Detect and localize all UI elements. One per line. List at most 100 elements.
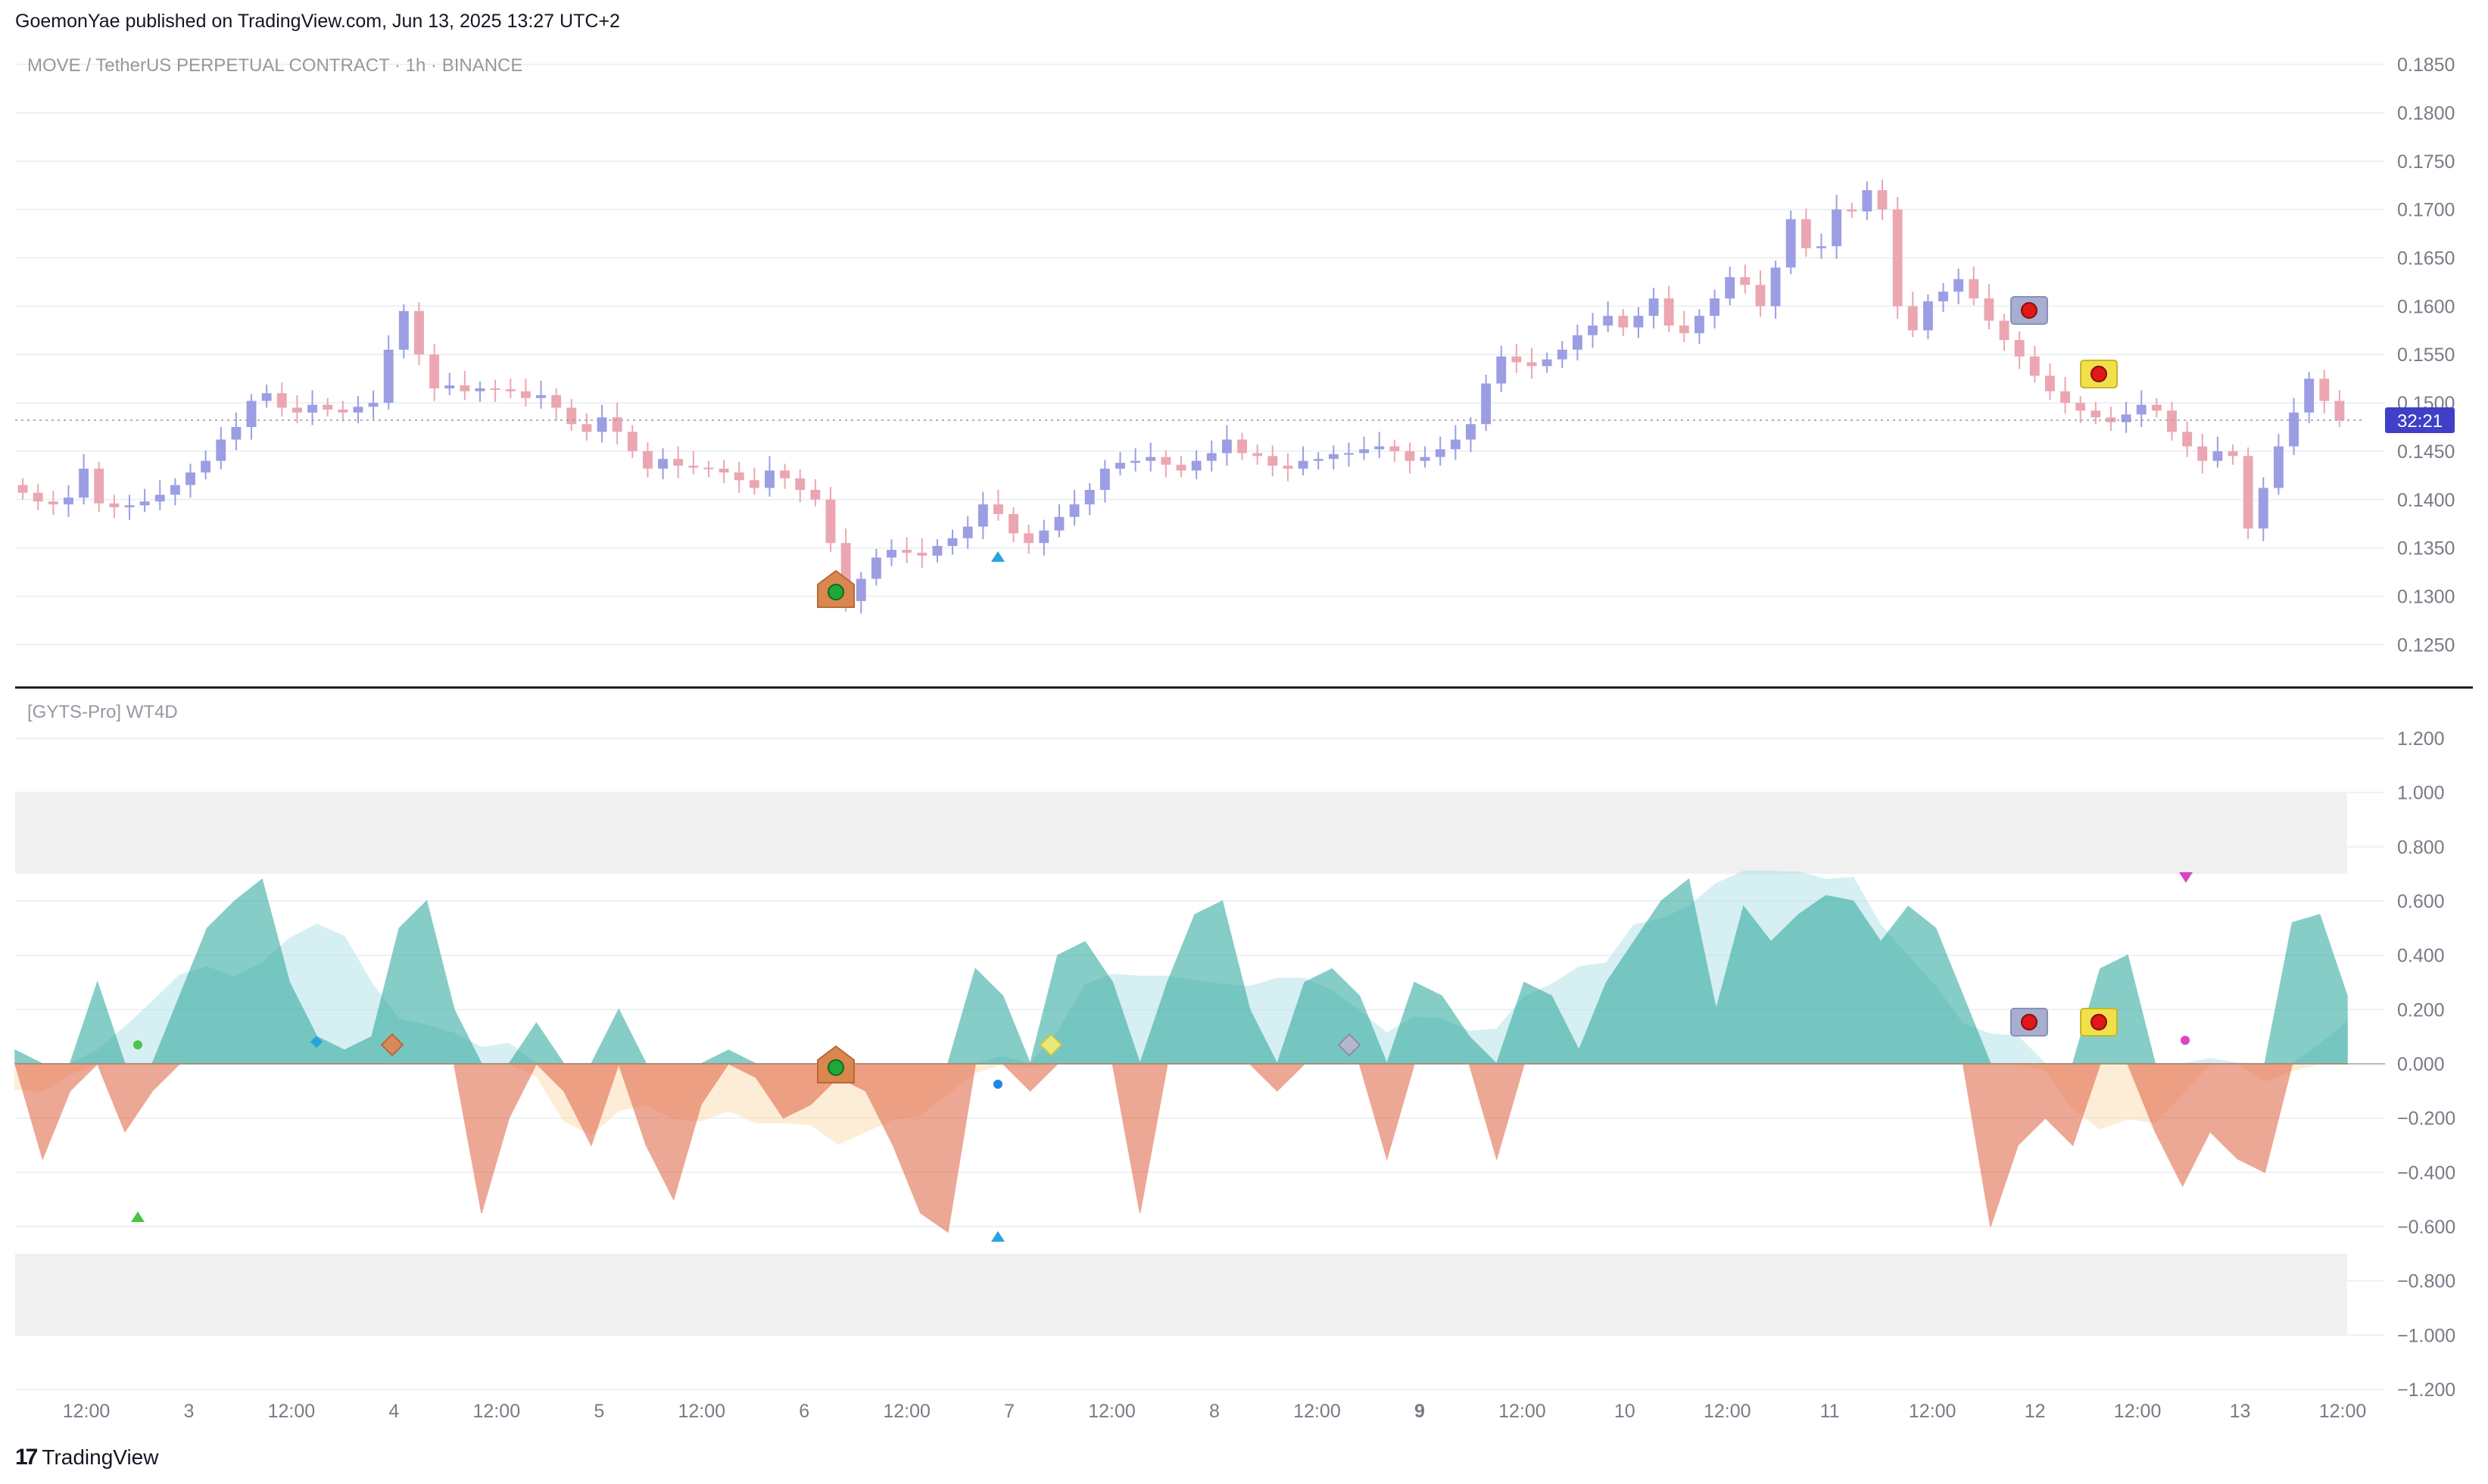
osc-tick-label: −0.200 xyxy=(2397,1108,2455,1130)
candle-body xyxy=(1435,449,1445,457)
candle-body xyxy=(2182,432,2193,447)
candle-body xyxy=(1099,468,1110,490)
candle-body xyxy=(2212,450,2223,461)
candle-body xyxy=(490,388,500,390)
time-tick-label: 12:00 xyxy=(63,1401,111,1422)
candle-body xyxy=(17,485,28,493)
candle-body xyxy=(1252,453,1263,457)
osc-buy-marker-icon[interactable] xyxy=(817,1045,855,1083)
candle-body xyxy=(94,468,104,504)
candle-body xyxy=(977,504,988,527)
candle-body xyxy=(1024,533,1034,544)
candle-body xyxy=(1389,446,1400,451)
osc-green-triangle-icon xyxy=(131,1211,145,1222)
candle-body xyxy=(1755,285,1766,307)
time-tick-label: 12:00 xyxy=(268,1401,316,1422)
candle-body xyxy=(1999,320,2009,341)
candle-body xyxy=(246,401,257,427)
candle-body xyxy=(1054,516,1065,531)
osc-sell-marker-icon[interactable] xyxy=(2010,1008,2048,1037)
candle-body xyxy=(2289,412,2299,447)
candle-body xyxy=(810,490,821,500)
candle-body xyxy=(1588,325,1598,335)
candle-body xyxy=(1405,450,1415,461)
candle-body xyxy=(231,427,242,440)
price-tick-label: 0.1550 xyxy=(2397,344,2455,366)
osc-sell-marker-2-icon[interactable] xyxy=(2080,1008,2118,1037)
candle-body xyxy=(551,394,562,408)
candle-body xyxy=(627,432,638,451)
candle-body xyxy=(1648,298,1659,316)
oversold-zone xyxy=(15,1253,2347,1336)
candle-body xyxy=(780,470,790,479)
candle-body xyxy=(1663,298,1674,326)
candle-body xyxy=(1450,439,1461,450)
tradingview-logo-text: TradingView xyxy=(42,1445,159,1469)
price-tick-label: 0.1850 xyxy=(2397,55,2455,76)
candle-body xyxy=(1984,298,1994,321)
price-pane-title: MOVE / TetherUS PERPETUAL CONTRACT · 1h … xyxy=(27,55,522,76)
price-tick-label: 0.1750 xyxy=(2397,151,2455,173)
buy-marker-icon[interactable] xyxy=(817,569,855,608)
candle-body xyxy=(1603,316,1613,326)
tradingview-footer[interactable]: 17 TradingView xyxy=(15,1445,158,1470)
candle-body xyxy=(1298,460,1308,469)
candle-body xyxy=(475,388,485,391)
osc-extreme-zones xyxy=(15,792,2347,1336)
osc-blue-triangle-icon xyxy=(991,1231,1005,1242)
osc-green-dot-icon xyxy=(133,1040,142,1049)
candle-body xyxy=(536,394,546,398)
candle-body xyxy=(734,472,744,481)
osc-tick-label: 0.600 xyxy=(2397,891,2445,912)
candle-body xyxy=(1237,439,1247,454)
candle-body xyxy=(338,410,348,413)
candle-body xyxy=(932,546,943,556)
candle-body xyxy=(33,492,43,502)
sell-marker-2-icon[interactable] xyxy=(2080,360,2118,388)
candle-body xyxy=(48,501,58,505)
candle-body xyxy=(1816,246,1826,248)
candle-body xyxy=(1420,457,1430,461)
osc-tick-label: −0.400 xyxy=(2397,1162,2455,1183)
candle-body xyxy=(2197,446,2208,461)
candle-body xyxy=(1770,267,1781,307)
candle-body xyxy=(1115,463,1125,469)
price-tick-label: 0.1650 xyxy=(2397,248,2455,270)
current-price-countdown: 32:21 xyxy=(2397,411,2443,432)
candle-body xyxy=(2228,450,2238,457)
price-tick-label: 0.1350 xyxy=(2397,538,2455,560)
candle-body xyxy=(1130,460,1141,463)
time-tick-label: 6 xyxy=(799,1401,809,1422)
candle-body xyxy=(856,578,866,601)
candle-body xyxy=(383,349,394,404)
sell-marker-icon[interactable] xyxy=(2010,296,2048,325)
candle-body xyxy=(2243,456,2253,529)
candle-body xyxy=(323,404,333,410)
candle-body xyxy=(1359,449,1370,454)
candle-body xyxy=(947,538,958,547)
candle-body xyxy=(216,439,226,461)
candle-body xyxy=(1496,356,1507,384)
candle-body xyxy=(673,459,684,466)
candle-body xyxy=(79,468,89,498)
time-tick-label: 5 xyxy=(594,1401,604,1422)
candle-body xyxy=(688,466,699,468)
candle-body xyxy=(1069,504,1080,517)
candle-body xyxy=(520,391,531,398)
candle-body xyxy=(1633,316,1644,328)
candle-body xyxy=(1009,513,1019,534)
osc-tick-label: 0.000 xyxy=(2397,1054,2445,1075)
candle-body xyxy=(398,310,409,350)
time-tick-label: 12:00 xyxy=(473,1401,521,1422)
candle-body xyxy=(1785,219,1796,268)
osc-pane-title: [GYTS-Pro] WT4D xyxy=(27,702,178,722)
candle-body xyxy=(1328,454,1339,460)
candle-body xyxy=(581,424,592,432)
candle-body xyxy=(795,478,806,490)
candle-body xyxy=(2060,391,2071,404)
candle-body xyxy=(1572,335,1582,350)
osc-yellow-diamond-icon xyxy=(1039,1033,1063,1057)
time-tick-label: 12:00 xyxy=(1293,1401,1341,1422)
candle-body xyxy=(1679,325,1689,334)
